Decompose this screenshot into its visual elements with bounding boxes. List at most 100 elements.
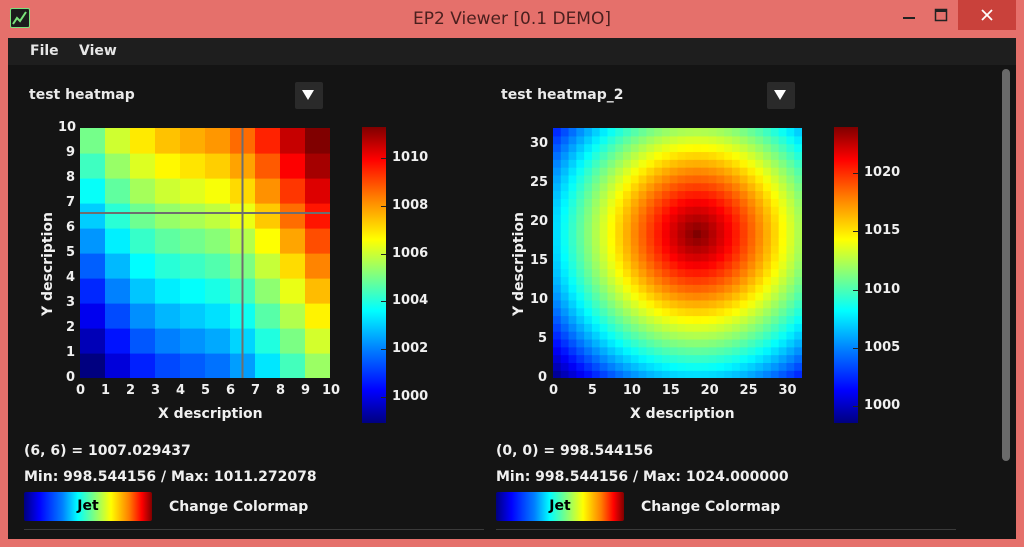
heatmap-cell [693,143,702,153]
heatmap-cell [716,159,725,168]
heatmap-cell [584,276,593,285]
heatmap-cell [786,292,795,301]
heatmap-cell [739,159,749,168]
heatmap-cell [630,135,640,145]
heatmap-dropdown-button[interactable] [767,82,795,109]
heatmap-plot-1[interactable] [80,128,330,378]
colormap-swatch-button[interactable]: Jet [496,492,624,521]
heatmap-cell [607,315,616,324]
heatmap-cell [716,284,725,293]
heatmap-cell [693,307,702,317]
heatmap-cell [584,237,593,246]
colorbar-2 [834,127,858,423]
heatmap-cell [576,284,585,293]
scrollbar-thumb[interactable] [1002,69,1010,461]
heatmap-cell [700,315,710,324]
heatmap-cell [654,331,663,340]
panel-divider [496,529,956,530]
heatmap-cell [560,338,570,348]
heatmap-cell [731,315,741,324]
heatmap-cell [599,237,609,246]
close-button[interactable] [958,0,1016,30]
colorbar-tick-mark [853,347,858,349]
heatmap-cell [584,284,593,293]
heatmap-cell [731,331,741,340]
heatmap-cell [584,143,593,153]
heatmap-cell [623,143,632,153]
heatmap-cell [584,128,593,137]
heatmap-cell [693,190,702,199]
heatmap-cell [747,370,756,378]
heatmap-cell [716,182,725,192]
heatmap-cell [677,206,686,215]
heatmap-cell [778,315,788,324]
heatmap-cell [599,221,609,231]
heatmap-cell [778,346,788,356]
heatmap-cell [255,178,281,204]
heatmap-cell [731,276,741,285]
heatmap-cell [591,229,601,238]
heatmap-cell [615,198,624,207]
heatmap-cell [553,135,562,145]
heatmap-cell [180,178,206,204]
heatmap-cell [794,245,802,254]
heatmap-cell [646,370,655,378]
heatmap-cell [305,328,330,354]
heatmap-cell [255,328,281,354]
heatmap-cell [685,151,694,160]
heatmap-cell [794,174,802,184]
heatmap-cell [105,153,131,179]
y-tick-label: 7 [66,195,76,210]
heatmap-cell [739,370,749,378]
heatmap-cell [677,229,686,238]
heatmap-cell [778,213,788,223]
minimize-button[interactable] [893,0,925,30]
maximize-button[interactable] [925,0,957,30]
heatmap-cell [669,362,679,371]
heatmap-cell [623,237,632,246]
heatmap-cell [739,307,749,317]
heatmap-plot-2[interactable] [553,128,802,378]
heatmap-cell [576,221,585,231]
heatmap-cell [646,135,655,145]
heatmap-cell [677,135,686,145]
vertical-scrollbar[interactable] [1001,66,1011,536]
heatmap-cell [623,323,632,332]
change-colormap-button[interactable]: Change Colormap [169,499,309,515]
heatmap-cell [638,151,647,160]
heatmap-cell [280,178,306,204]
heatmap-cell [747,315,756,324]
colorbar-tick-label: 1020 [864,165,901,181]
title-bar[interactable]: EP2 Viewer [0.1 DEMO] [0,0,1024,38]
heatmap-cell [700,151,710,160]
menu-file[interactable]: File [30,43,59,59]
heatmap-cell [786,260,795,270]
heatmap-cell [623,331,632,340]
heatmap-cell [105,278,131,304]
heatmap-cell [654,229,663,238]
heatmap-cell [130,253,156,279]
heatmap-cell [677,213,686,223]
heatmap-cell [724,362,733,371]
heatmap-cell [669,198,679,207]
heatmap-cell [553,128,562,137]
heatmap-cell [607,292,616,301]
heatmap-cell [155,328,181,354]
heatmap-cell [646,354,655,363]
menu-view[interactable]: View [79,43,117,59]
heatmap-cell [599,198,609,207]
heatmap-cell [763,128,772,137]
heatmap-cell [685,338,694,348]
heatmap-dropdown-button[interactable] [295,82,323,109]
heatmap-cell [693,284,702,293]
heatmap-cell [599,354,609,363]
heatmap-cell [591,299,601,309]
change-colormap-button[interactable]: Change Colormap [641,499,781,515]
heatmap-cell [615,135,624,145]
heatmap-cell [615,159,624,168]
heatmap-cell [677,151,686,160]
colormap-swatch-button[interactable]: Jet [24,492,152,521]
heatmap-cell [630,143,640,153]
heatmap-cell [794,198,802,207]
heatmap-cell [568,323,577,332]
